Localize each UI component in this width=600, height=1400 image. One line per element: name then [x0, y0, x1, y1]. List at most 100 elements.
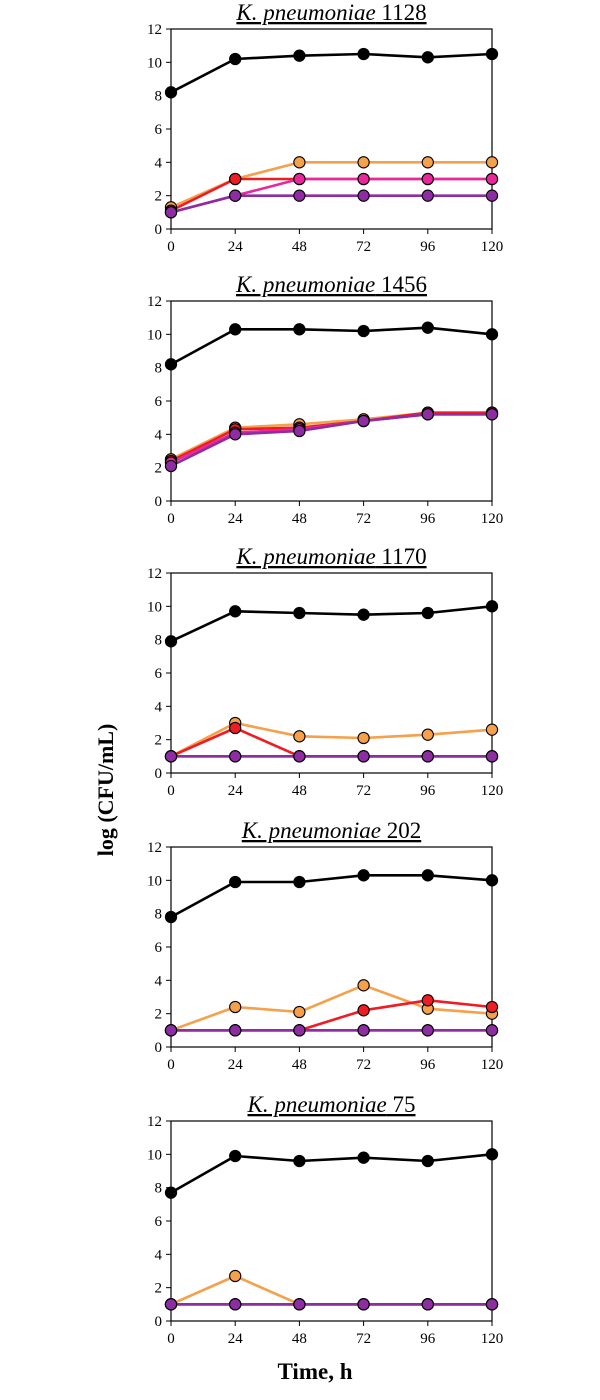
plot-frame [170, 1120, 493, 1322]
chart-title-species: K. pneumoniae [235, 0, 375, 25]
x-tick-label: 72 [356, 1057, 371, 1073]
data-point-red [357, 1004, 370, 1017]
x-tick-label: 24 [228, 1057, 244, 1073]
x-tick-label: 48 [292, 239, 307, 255]
data-point-purple [164, 459, 178, 473]
x-tick-label: 96 [420, 1057, 436, 1073]
data-point-black [421, 51, 434, 64]
x-tick-label: 48 [292, 1331, 307, 1347]
x-tick-label: 120 [481, 1057, 504, 1073]
y-tick-label: 6 [155, 1214, 163, 1230]
x-tick-label: 96 [420, 783, 436, 799]
data-point-magenta [421, 172, 434, 186]
data-point-purple [357, 1024, 370, 1037]
x-tick-label: 48 [292, 511, 307, 527]
chart-title-strain: 1170 [376, 544, 427, 569]
data-point-magenta [485, 172, 499, 186]
data-point-purple [357, 414, 370, 428]
data-point-black [229, 875, 242, 889]
x-tick-label: 0 [167, 1331, 175, 1347]
y-tick-label: 0 [155, 494, 163, 510]
data-point-purple [293, 424, 306, 438]
x-tick-label: 0 [167, 239, 175, 255]
x-tick-label: 48 [292, 783, 307, 799]
series-line-purple [170, 413, 492, 468]
y-tick-label: 12 [147, 294, 162, 310]
data-point-orange [229, 1000, 242, 1014]
data-point-magenta [357, 172, 370, 186]
y-tick-label: 2 [155, 461, 163, 477]
data-point-black [164, 86, 178, 99]
data-point-purple [485, 1024, 499, 1037]
data-point-black [421, 321, 434, 334]
y-tick-label: 10 [147, 55, 162, 71]
data-point-black [357, 47, 370, 61]
data-point-black [421, 869, 434, 882]
data-point-orange [421, 728, 434, 741]
chart-title-strain: 75 [387, 1092, 416, 1117]
data-point-orange [421, 156, 434, 169]
data-point-purple [421, 189, 434, 202]
data-point-orange [357, 731, 370, 745]
data-point-black [357, 324, 370, 338]
data-point-orange [485, 723, 499, 736]
data-point-black [293, 606, 306, 620]
data-point-purple [485, 1298, 499, 1311]
data-point-purple [229, 1298, 242, 1311]
y-tick-label: 12 [147, 22, 162, 38]
x-tick-label: 96 [420, 1331, 436, 1347]
data-point-purple [421, 750, 434, 763]
data-point-purple [293, 189, 306, 202]
data-point-purple [293, 1024, 306, 1037]
data-point-orange [485, 156, 499, 169]
y-tick-label: 4 [155, 699, 163, 715]
data-point-black [164, 635, 178, 648]
y-tick-label: 2 [155, 1281, 163, 1297]
data-point-purple [421, 1298, 434, 1311]
series-line-black [170, 605, 493, 643]
data-point-purple [164, 1298, 178, 1311]
x-tick-label: 96 [420, 239, 436, 255]
x-tick-label: 0 [167, 511, 175, 527]
data-point-purple [229, 750, 242, 763]
chart-title: K. pneumoniae 202 [241, 818, 422, 843]
chart-title: K. pneumoniae 1456 [235, 272, 427, 297]
data-point-purple [164, 750, 178, 763]
x-tick-label: 24 [228, 511, 244, 527]
y-tick-label: 8 [155, 1181, 163, 1197]
y-tick-label: 6 [155, 122, 163, 138]
chart-title-strain: 1456 [375, 272, 427, 297]
x-tick-label: 72 [356, 783, 371, 799]
y-tick-label: 0 [155, 1040, 163, 1056]
y-tick-label: 4 [155, 427, 163, 443]
data-point-black [293, 875, 306, 889]
data-point-orange [293, 1005, 306, 1019]
data-point-black [229, 323, 242, 336]
data-point-purple [229, 1024, 242, 1037]
x-tick-label: 72 [356, 1331, 371, 1347]
series-line-purple [170, 194, 492, 214]
chart-title: K. pneumoniae 1170 [235, 544, 426, 569]
y-axis-label: log (CFU/mL) [93, 723, 118, 857]
data-point-black [421, 606, 434, 620]
data-point-purple [229, 189, 242, 202]
chart-title-species: K. pneumoniae [241, 818, 381, 843]
y-tick-label: 10 [147, 599, 162, 615]
data-point-black [485, 600, 499, 613]
y-tick-label: 2 [155, 189, 163, 205]
chart-title: K. pneumoniae 75 [246, 1092, 415, 1117]
data-point-black [485, 47, 499, 61]
chart-title-species: K. pneumoniae [246, 1092, 386, 1117]
data-point-purple [293, 750, 306, 763]
data-point-orange [293, 730, 306, 743]
series-line-red [171, 999, 493, 1032]
y-tick-label: 8 [155, 633, 163, 649]
y-tick-label: 2 [155, 733, 163, 749]
x-tick-label: 48 [292, 1057, 307, 1073]
y-tick-label: 12 [147, 1114, 162, 1130]
y-tick-label: 12 [147, 840, 162, 856]
